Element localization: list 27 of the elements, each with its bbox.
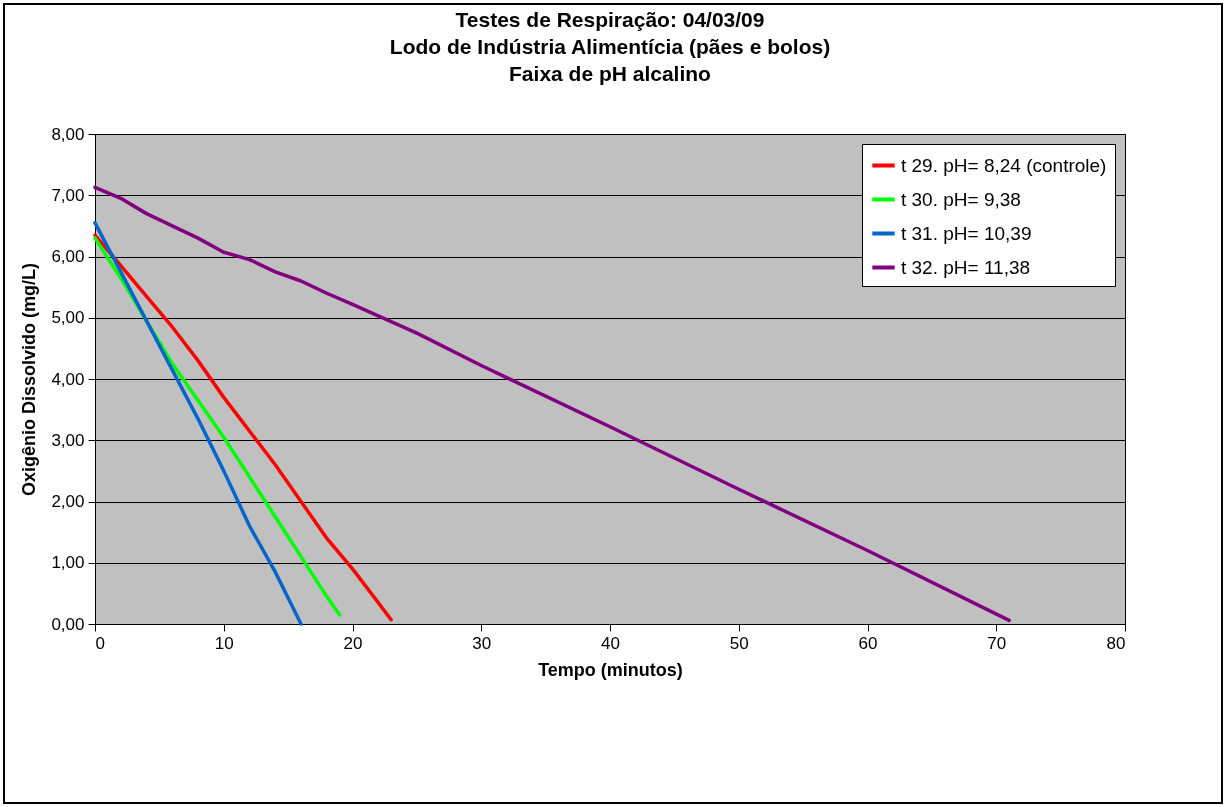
x-tick-label: 80 — [1106, 633, 1126, 653]
x-tick-label: 20 — [343, 633, 363, 653]
x-tick-label: 30 — [472, 633, 492, 653]
x-tick-label: 60 — [858, 633, 878, 653]
y-tick-label: 2,00 — [51, 492, 85, 511]
line-series — [93, 233, 393, 622]
x-tick-label: 50 — [729, 633, 749, 653]
y-tick-label: 3,00 — [51, 430, 85, 450]
chart-title: Testes de Respiração: 04/03/09 Lodo de Indústria Alimentícia (pães e bolos) Faixa de pH alcalino — [389, 8, 831, 85]
y-tick-label: 5,00 — [51, 308, 85, 328]
legend-label: t 29. pH= 8,24 (controle) — [901, 154, 1107, 176]
legend-label: t 31. pH= 10,39 — [901, 222, 1032, 244]
y-axis-title: Oxigênio Dissolvido (mg/L) — [19, 262, 40, 497]
y-tick-label: 6,00 — [51, 247, 85, 266]
legend-label: t 32. pH= 11,38 — [901, 256, 1031, 278]
y-tick-label: 7,00 — [51, 185, 85, 205]
y-tick-label: 1,00 — [51, 553, 85, 573]
x-tick-label: 70 — [987, 633, 1007, 653]
x-tick-label: 40 — [601, 633, 620, 653]
y-tick-label: 4,00 — [51, 369, 85, 389]
x-axis-title: Tempo (minutos) — [538, 659, 683, 680]
y-tick-label: 0,00 — [51, 614, 85, 634]
x-tick-label: 0 — [95, 633, 105, 653]
legend-label: t 30. pH= 9,38 — [901, 188, 1021, 210]
x-tick-label: 10 — [214, 633, 234, 653]
y-tick-label: 8,00 — [51, 124, 85, 144]
line-series — [93, 221, 303, 626]
